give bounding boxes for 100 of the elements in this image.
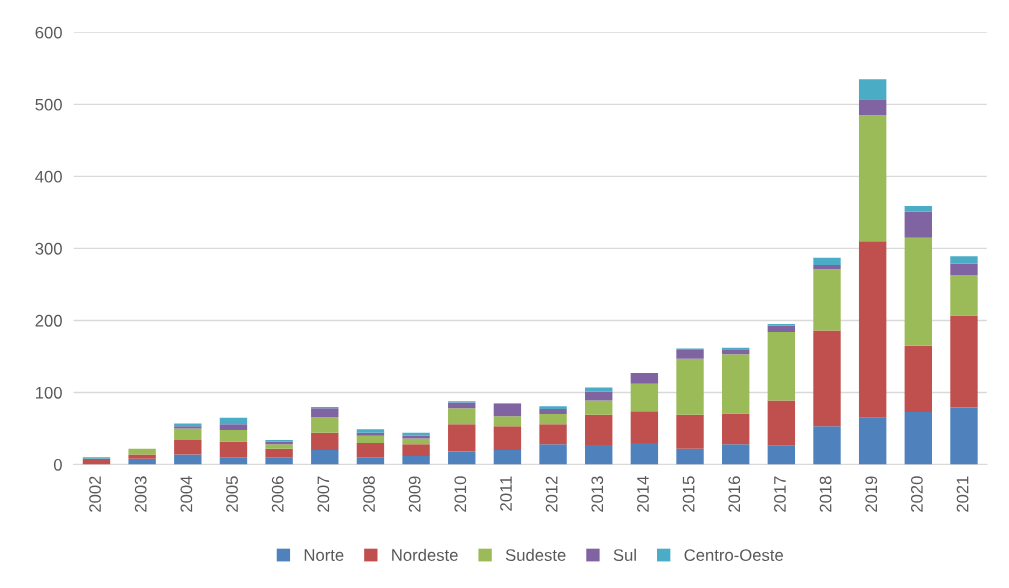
- bar: [448, 408, 476, 425]
- x-tick-label: 2018: [819, 476, 832, 512]
- bar: [311, 432, 339, 451]
- bar: [721, 354, 750, 414]
- bar: [630, 373, 659, 384]
- bar: [585, 391, 613, 401]
- x-tick-label: 2006: [271, 476, 284, 512]
- y-tick-label: 300: [35, 242, 62, 255]
- x-tick-label: 2011: [500, 476, 512, 511]
- bar: [356, 442, 385, 458]
- bar: [950, 407, 978, 465]
- x-tick-label: 2010: [454, 476, 467, 512]
- x-tick-label: 2021: [956, 476, 969, 512]
- legend-label: Sul: [613, 548, 636, 561]
- bar: [493, 404, 522, 417]
- y-tick-label: 500: [35, 98, 62, 111]
- bar: [539, 414, 567, 425]
- bar: [904, 345, 933, 412]
- y-tick-label: 0: [53, 458, 62, 471]
- bar: [950, 275, 978, 316]
- bar: [630, 383, 659, 412]
- bar: [174, 428, 202, 441]
- x-tick-label: 2020: [910, 476, 923, 512]
- bar: [721, 349, 750, 355]
- bar: [402, 444, 430, 456]
- y-tick-label: 200: [35, 314, 62, 327]
- bar: [904, 237, 933, 346]
- bar: [858, 241, 887, 418]
- legend-label: Sudeste: [505, 548, 566, 561]
- y-tick-label: 600: [35, 26, 62, 39]
- bar: [356, 435, 385, 443]
- bar: [265, 444, 293, 449]
- bar: [265, 448, 293, 458]
- bar: [402, 455, 430, 465]
- bar: [950, 263, 978, 276]
- bar: [448, 424, 476, 452]
- bar: [493, 426, 522, 451]
- bar: [585, 445, 613, 465]
- bar: [630, 442, 659, 465]
- bar: [904, 211, 933, 238]
- bar: [858, 115, 887, 242]
- bar: [721, 413, 750, 445]
- bar: [813, 257, 841, 265]
- bar: [950, 256, 978, 264]
- bar: [219, 457, 248, 465]
- bar: [311, 416, 339, 433]
- x-tick-label: 2005: [226, 476, 238, 512]
- bar: [676, 349, 704, 359]
- bar: [539, 406, 567, 410]
- bar: [174, 440, 202, 455]
- bar: [585, 414, 613, 446]
- legend-label: Norte: [304, 549, 344, 561]
- bar: [767, 331, 796, 401]
- bar: [585, 387, 613, 392]
- bar: [904, 411, 933, 465]
- bar: [311, 450, 339, 465]
- x-tick-label: 2019: [865, 476, 878, 512]
- bar: [813, 426, 841, 465]
- bar: [813, 269, 841, 331]
- bar: [493, 450, 522, 465]
- bar: [356, 457, 385, 465]
- x-tick-label: 2009: [408, 476, 421, 512]
- x-tick-label: 2015: [682, 476, 695, 512]
- bar: [767, 325, 796, 332]
- bar: [539, 424, 567, 445]
- legend-label: Nordeste: [392, 548, 458, 561]
- bar: [721, 444, 750, 465]
- bar: [128, 454, 156, 459]
- x-tick-label: 2013: [591, 476, 604, 512]
- bar: [767, 445, 796, 465]
- x-tick-label: 2004: [180, 476, 193, 512]
- bar: [813, 265, 841, 270]
- bar: [219, 424, 248, 430]
- bar: [676, 358, 704, 415]
- bar: [219, 429, 248, 442]
- x-tick-label: 2008: [363, 476, 375, 512]
- bar: [904, 205, 933, 212]
- bar: [858, 79, 887, 100]
- bar: [858, 99, 887, 116]
- bar: [265, 457, 293, 465]
- x-tick-label: 2014: [637, 476, 649, 512]
- x-tick-label: 2017: [774, 476, 786, 512]
- y-tick-label: 400: [35, 170, 62, 183]
- bar: [676, 448, 704, 465]
- bar: [448, 451, 476, 465]
- bar: [630, 411, 659, 443]
- bar: [493, 416, 522, 427]
- x-tick-label: 2002: [89, 476, 101, 512]
- bar: [676, 414, 704, 449]
- bar: [174, 454, 202, 465]
- bar: [950, 315, 978, 408]
- x-tick-label: 2003: [134, 476, 147, 512]
- bar: [539, 409, 567, 415]
- bar: [858, 417, 887, 465]
- bar: [311, 408, 339, 417]
- x-tick-label: 2007: [317, 476, 330, 512]
- bar: [219, 417, 248, 425]
- y-tick-label: 100: [36, 386, 62, 399]
- legend-label: Centro-Oeste: [684, 549, 783, 561]
- x-tick-label: 2016: [728, 476, 741, 512]
